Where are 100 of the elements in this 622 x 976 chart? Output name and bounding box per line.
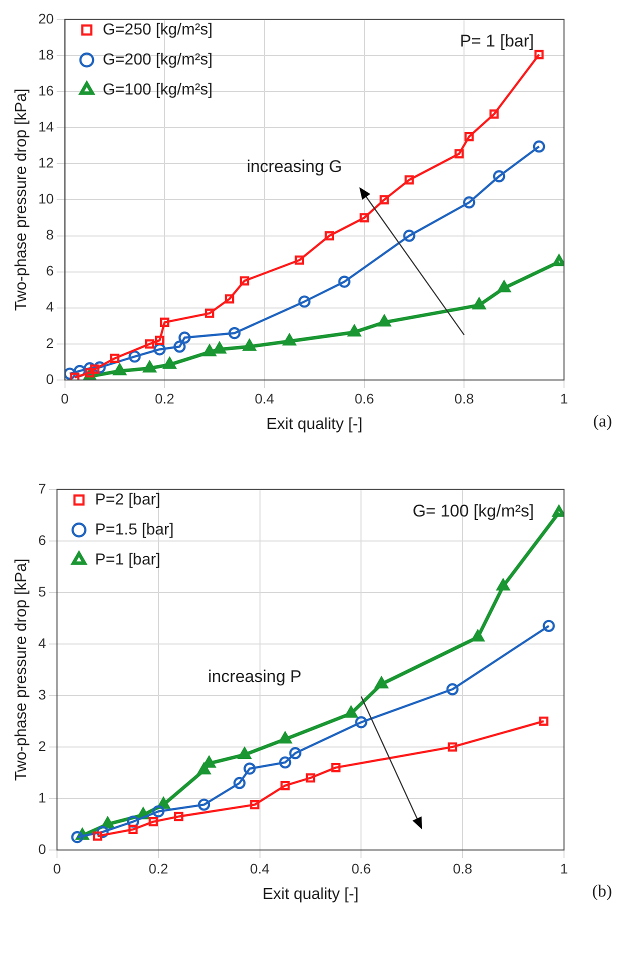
point [203,345,216,356]
x-tick-label: 0 [60,390,69,406]
point [380,195,389,204]
point [74,364,86,378]
point [324,231,334,240]
x-tick-label: 0.4 [254,390,274,406]
point [355,716,368,728]
point [85,368,94,378]
point [174,812,184,822]
y-tick-label: 0 [38,840,46,857]
y-tick-label: 12 [38,154,54,170]
point [348,325,360,336]
y-tick-label: 7 [38,480,46,496]
legend-label: G=100 [kg/m²s] [102,81,213,98]
legend-label: G=200 [kg/m²s] [102,51,213,68]
point [96,826,109,838]
y-axis-title: Two-phase pressure drop [kPa] [13,558,30,781]
point [448,742,458,752]
point [489,109,499,119]
point [344,706,358,718]
annotation: increasing P [208,667,302,686]
point [552,506,564,517]
x-tick-label: 0.2 [148,860,168,876]
y-tick-label: 16 [38,82,54,98]
point [110,354,120,363]
point [173,340,186,353]
y-tick-label: 10 [38,190,54,207]
point [360,213,369,222]
point [280,780,290,790]
point [128,350,141,363]
y-tick-label: 4 [38,634,46,651]
y-axis-title: Two-phase pressure drop [kPa] [13,88,30,311]
point [152,805,164,818]
y-tick-label: 20 [38,10,54,26]
legend-label: G=250 [kg/m²s] [102,21,213,38]
legend-label: P=2 [bar] [94,491,160,508]
point [454,149,464,158]
point [198,798,210,811]
point [90,364,100,374]
point [160,318,170,327]
point [198,763,210,774]
point [463,196,476,209]
y-tick-label: 18 [38,46,54,62]
point [94,361,106,374]
point [532,140,546,153]
point [497,579,510,590]
point [164,358,176,369]
point [128,824,138,834]
y-tick-label: 3 [38,686,46,702]
point [534,50,544,60]
point [114,364,126,376]
point [64,368,76,380]
annotation: P= 1 [bar] [460,32,534,51]
point [148,817,158,826]
point [126,816,140,828]
x-tick-label: 0.8 [454,390,474,406]
point [298,295,310,308]
point [240,276,250,286]
x-tick-label: 0.2 [154,390,175,406]
y-tick-label: 14 [38,118,54,134]
point [403,230,416,242]
x-tick-label: 0.8 [452,860,473,876]
point [243,340,256,351]
y-tick-label: 6 [38,532,46,548]
x-tick-label: 0.6 [354,390,374,406]
point [306,773,316,783]
text: (a) [593,411,612,430]
point [542,620,555,632]
point [92,831,102,841]
point [250,800,260,810]
point [375,677,388,688]
point [294,255,304,265]
point [204,308,214,318]
point [233,776,246,790]
x-tick-label: 0.4 [250,860,270,876]
point [493,170,506,182]
point [279,756,292,769]
point [244,762,256,775]
point [331,762,340,772]
point [446,683,459,696]
point [154,336,164,345]
point [473,298,486,310]
annotation: increasing G [246,156,342,176]
point [224,294,234,304]
y-tick-label: 8 [46,226,54,243]
x-axis-title: Exit quality [-] [266,416,362,433]
y-tick-label: 1 [38,789,46,806]
legend-label: P=1.5 [bar] [94,521,174,538]
point [228,327,241,340]
x-tick-label: 0.6 [351,860,372,876]
point [464,132,474,142]
y-tick-label: 2 [46,334,54,351]
y-tick-label: 5 [38,583,46,600]
point [404,175,414,185]
point [71,831,84,844]
point [283,334,296,346]
legend-label: P=1 [bar] [94,551,160,568]
point [279,732,292,744]
y-tick-label: 0 [46,370,54,387]
point [238,748,251,759]
